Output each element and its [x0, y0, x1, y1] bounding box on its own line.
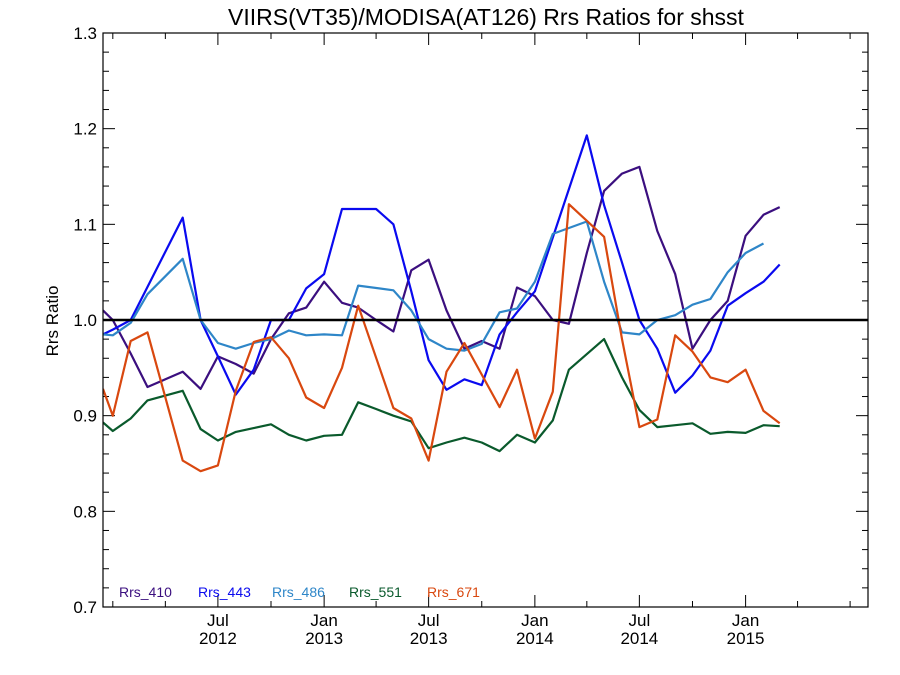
legend-entry-rrs-486: Rrs_486 [272, 584, 325, 600]
y-tick-label: 0.9 [73, 407, 97, 426]
y-axis-label: Rrs Ratio [43, 286, 62, 357]
x-tick-label-year: 2012 [199, 629, 237, 648]
x-tick-label-month: Jan [521, 611, 548, 630]
legend-entry-rrs-443: Rrs_443 [198, 584, 251, 600]
x-tick-label-year: 2015 [727, 629, 765, 648]
x-tick-label-year: 2014 [516, 629, 554, 648]
x-tick-label-month: Jan [310, 611, 337, 630]
y-tick-label: 1.0 [73, 311, 97, 330]
legend-entry-rrs-671: Rrs_671 [427, 584, 480, 600]
y-tick-label: 0.8 [73, 502, 97, 521]
series-line-rrs-443 [103, 134, 781, 396]
series-line-rrs-671 [103, 203, 781, 473]
plot-frame [102, 32, 869, 608]
y-tick-label: 1.2 [73, 120, 97, 139]
x-tick-label-year: 2014 [620, 629, 658, 648]
y-tick-label: 0.7 [73, 598, 97, 617]
y-tick-label: 1.1 [73, 215, 97, 234]
x-tick-label-month: Jul [207, 611, 229, 630]
y-tick-label: 1.3 [73, 24, 97, 43]
legend-entry-rrs-551: Rrs_551 [349, 584, 402, 600]
x-tick-label-year: 2013 [305, 629, 343, 648]
x-tick-label-year: 2013 [410, 629, 448, 648]
chart-title: VIIRS(VT35)/MODISA(AT126) Rrs Ratios for… [228, 4, 745, 30]
x-tick-label-month: Jul [418, 611, 440, 630]
series-line-rrs-410 [103, 165, 781, 390]
legend-entry-rrs-410: Rrs_410 [119, 584, 172, 600]
series-line-rrs-551 [103, 338, 780, 453]
plot-area: 0.70.80.91.01.11.21.3Jul2012Jan2013Jul20… [73, 24, 868, 648]
x-tick-label-month: Jul [628, 611, 650, 630]
x-tick-label-month: Jan [732, 611, 759, 630]
